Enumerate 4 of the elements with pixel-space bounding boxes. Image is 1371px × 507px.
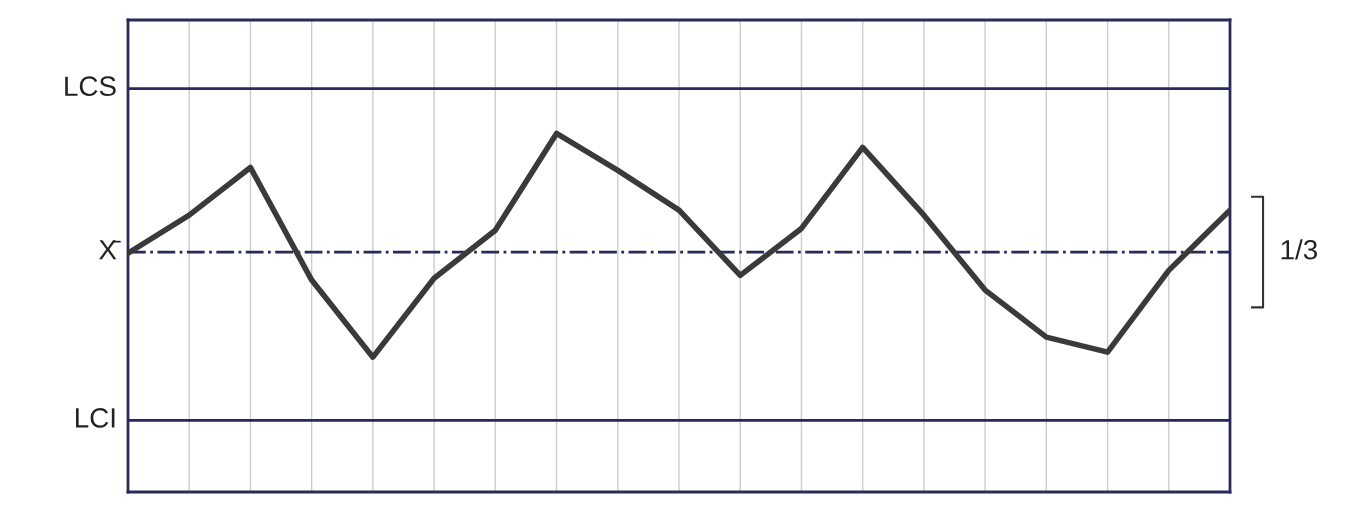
text: 1/3 — [1281, 239, 1317, 260]
ref-line-label: LCI — [76, 408, 115, 428]
ref-line-label: X̄ — [99, 240, 121, 260]
ref-line-label: LCS — [65, 76, 116, 97]
